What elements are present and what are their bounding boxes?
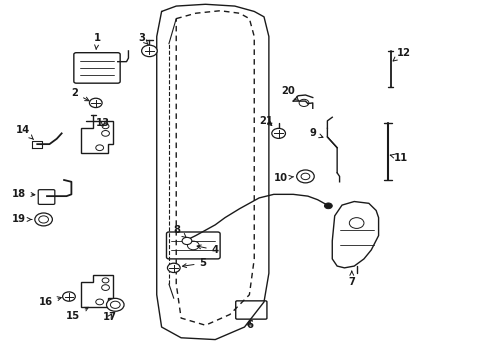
- Text: 9: 9: [309, 129, 322, 138]
- Text: 12: 12: [392, 48, 409, 61]
- Text: 10: 10: [273, 173, 293, 183]
- Text: 20: 20: [281, 86, 298, 101]
- Text: 5: 5: [182, 258, 206, 268]
- Text: 21: 21: [259, 116, 273, 126]
- Circle shape: [142, 45, 157, 57]
- Circle shape: [296, 170, 314, 183]
- Text: 4: 4: [197, 245, 218, 255]
- Circle shape: [62, 292, 75, 301]
- Circle shape: [182, 237, 191, 244]
- Text: 19: 19: [12, 215, 32, 224]
- Text: 6: 6: [245, 320, 252, 330]
- Text: 18: 18: [12, 189, 35, 199]
- Text: 1: 1: [94, 33, 101, 49]
- Text: 11: 11: [389, 153, 407, 163]
- Text: 8: 8: [173, 225, 186, 238]
- Text: 17: 17: [102, 312, 116, 322]
- Text: 7: 7: [347, 271, 354, 287]
- Circle shape: [106, 298, 124, 311]
- Text: 15: 15: [66, 307, 88, 320]
- Circle shape: [89, 98, 102, 108]
- Text: 13: 13: [96, 118, 110, 128]
- Text: 16: 16: [39, 297, 61, 307]
- Circle shape: [324, 203, 331, 209]
- Text: 2: 2: [71, 88, 89, 101]
- Circle shape: [167, 263, 180, 273]
- Text: 3: 3: [139, 33, 148, 45]
- Circle shape: [271, 129, 285, 138]
- Text: 14: 14: [16, 125, 34, 139]
- Circle shape: [35, 213, 52, 226]
